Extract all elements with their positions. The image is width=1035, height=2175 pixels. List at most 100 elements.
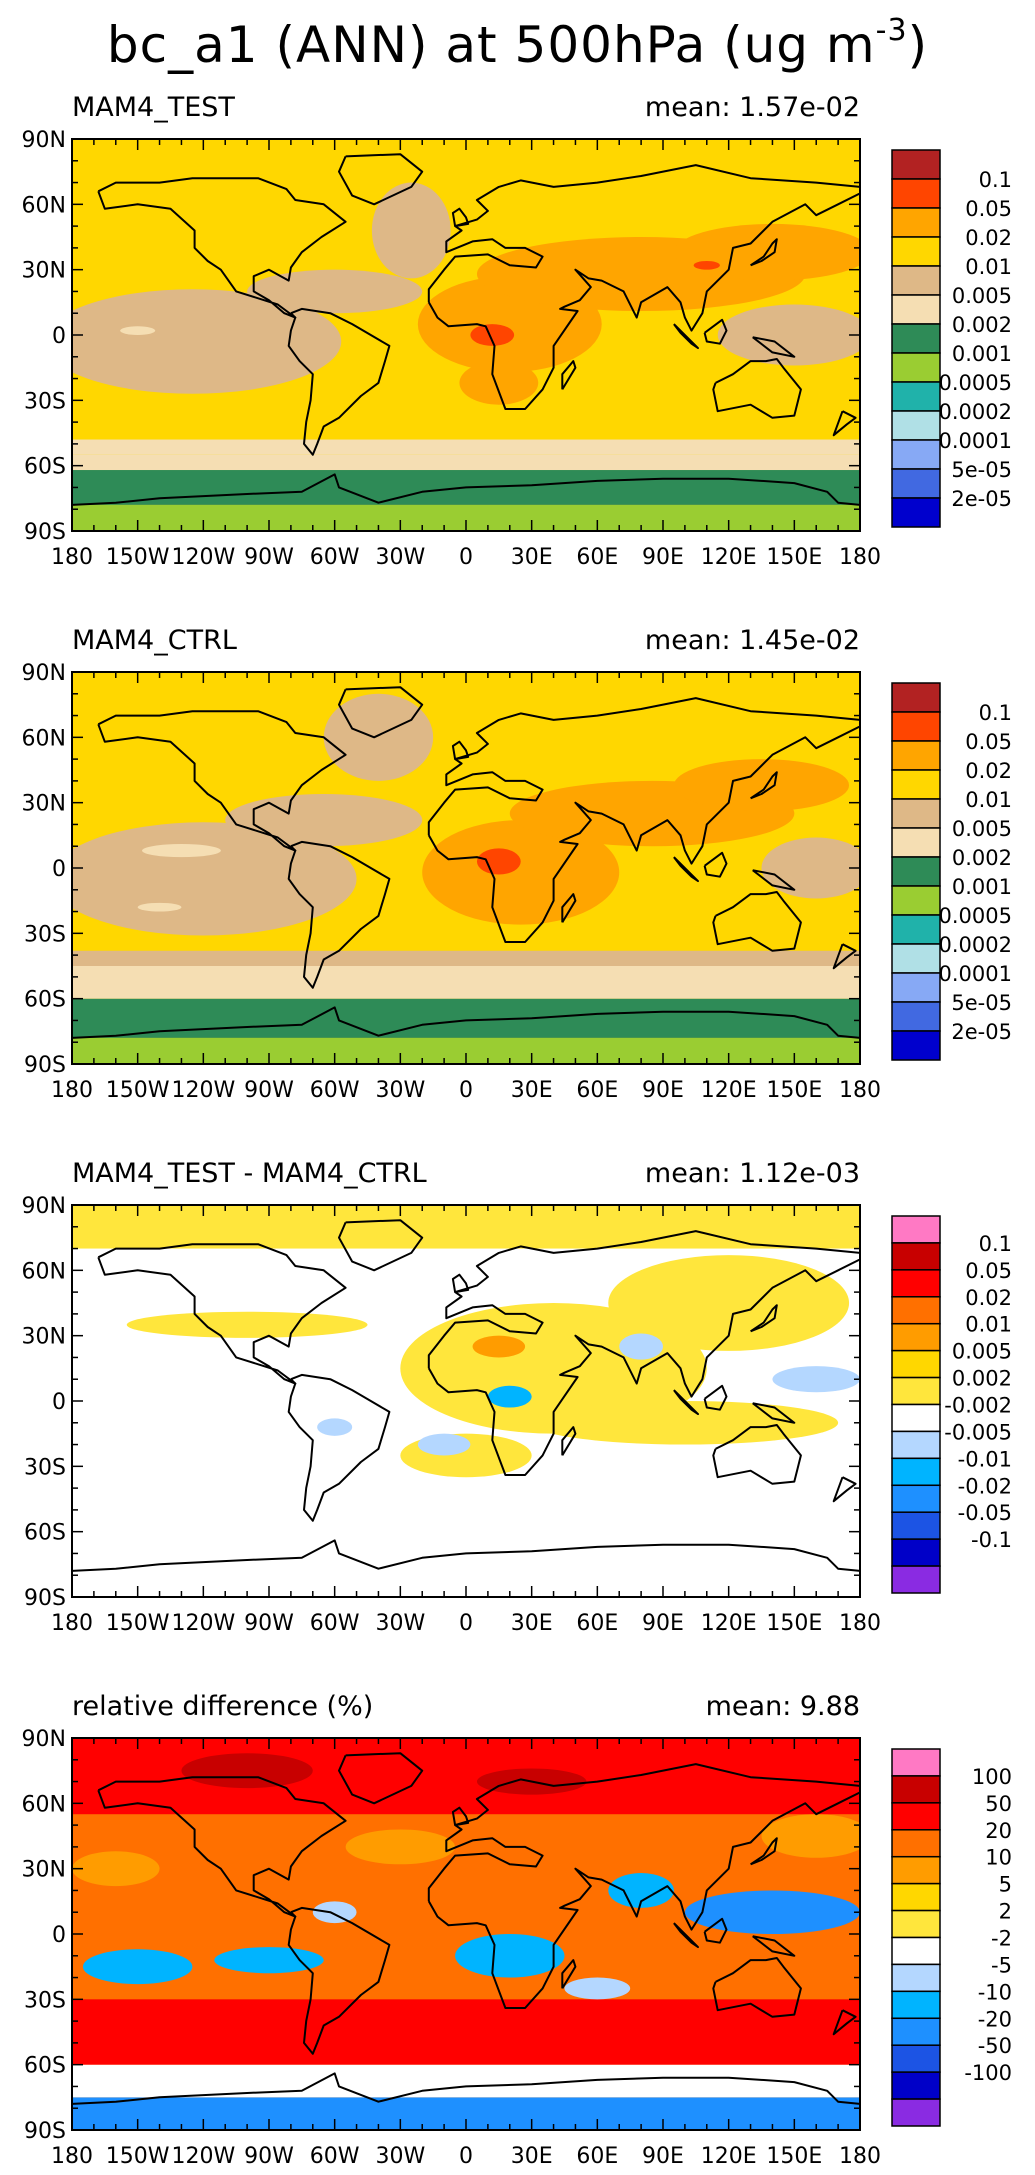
field-contour (214, 1947, 324, 1974)
field-band (72, 998, 860, 1038)
lat-tick-label: 0 (52, 324, 66, 349)
coastline-madagascar (561, 893, 577, 923)
field-contour (531, 1401, 839, 1445)
colorbar: 0.1 0.05 0.02 0.01 0.005 0.002 -0.002-0.005 -0.… (891, 1215, 1012, 1594)
colorbar-swatch (891, 1855, 941, 1885)
colorbar-swatch (891, 1001, 941, 1032)
coastline-antarctica (72, 473, 860, 521)
colorbar-level-label: 0.05 (965, 1259, 1012, 1283)
lon-tick-label: 90E (642, 2144, 684, 2169)
coastline-south-america (287, 1906, 391, 2055)
lat-tick-label: 90N (22, 1194, 66, 1219)
colorbar-level-label: -0.1 (971, 1528, 1012, 1552)
coastline-africa-eurasia (427, 1763, 860, 2009)
field-contour (120, 326, 156, 335)
colorbar-swatch (891, 236, 941, 267)
lon-tick-label: 60E (576, 1611, 618, 1636)
colorbar-swatch (891, 1376, 941, 1406)
axis-ticks (71, 1737, 861, 2131)
lon-tick-label: 0 (459, 1611, 473, 1636)
field-band (72, 2064, 860, 2098)
colorbar-swatch (891, 149, 941, 180)
coastlines (72, 686, 860, 1054)
colorbar-level-label: -0.01 (958, 1447, 1012, 1471)
colorbar-level-label: 0.0005 (939, 904, 1012, 928)
colorbar-level-label: -0.02 (958, 1474, 1012, 1498)
lon-tick-label: 120W (171, 1611, 235, 1636)
coastline-japan (750, 238, 778, 267)
lon-tick-label: 30E (511, 2144, 553, 2169)
colorbar: 0.1 0.05 0.02 0.01 0.005 0.002 0.001 0.0005 0.00… (891, 149, 1012, 528)
colorbar-level-label: -0.002 (944, 1394, 1012, 1418)
field-contour (487, 1385, 532, 1408)
colorbar-level-label: 100 (972, 1765, 1012, 1789)
lon-tick-label: 90W (244, 1078, 294, 1103)
lon-tick-label: 120E (701, 545, 757, 570)
colorbar-level-label: 0.0002 (939, 400, 1012, 424)
coastline-antarctica (72, 1006, 860, 1054)
lat-tick-label: 90S (24, 520, 66, 545)
lat-tick-label: 30N (22, 792, 66, 817)
colorbar-swatch (891, 1484, 941, 1513)
lon-tick-label: 60E (576, 545, 618, 570)
mean-label: mean: 9.88 (706, 1691, 860, 1722)
colorbar-level-label: -2 (991, 1927, 1012, 1951)
lon-tick-label: 90E (642, 1078, 684, 1103)
coastline-borneo (703, 851, 728, 878)
colorbar-swatch (891, 1296, 941, 1325)
coastline-north-america (97, 1243, 347, 1385)
colorbar-swatch (891, 352, 941, 383)
colorbar-swatch (891, 410, 941, 441)
field-contour (181, 1753, 313, 1789)
colorbar-level-label: 5 (999, 1873, 1012, 1897)
lon-tick-label: 120W (171, 2144, 235, 2169)
coastline-madagascar (561, 360, 577, 390)
colorbar-level-label: 0.02 (965, 1286, 1012, 1310)
colorbar-swatch (891, 1936, 941, 1966)
coastline-borneo (703, 1917, 728, 1944)
colorbar-swatch (891, 885, 941, 916)
coastline-uk (451, 1273, 470, 1294)
coastline-sumatra (673, 323, 699, 350)
lat-tick-label: 60N (22, 193, 66, 218)
lon-tick-label: 150E (766, 1611, 822, 1636)
lat-tick-label: 90N (22, 128, 66, 153)
colorbar-level-label: 2e-05 (951, 487, 1012, 511)
colorbar-level-label: 0.005 (952, 1340, 1012, 1364)
lat-tick-label: 30S (24, 922, 66, 947)
coastline-antarctica (72, 1539, 860, 1587)
field-contour (684, 1890, 860, 1934)
coastline-new-guinea (752, 869, 796, 891)
title-close: ) (907, 16, 929, 74)
colorbar: 0.1 0.05 0.02 0.01 0.005 0.002 0.001 0.0005 0.00… (891, 682, 1012, 1061)
colorbar-swatch (891, 1829, 941, 1858)
lat-tick-label: 60S (24, 455, 66, 480)
colorbar-level-label: 20 (985, 1819, 1012, 1843)
lon-tick-label: 90W (244, 545, 294, 570)
panel-title: MAM4_CTRL (72, 625, 237, 656)
colorbar-swatch (891, 207, 941, 238)
lon-tick-label: 150W (106, 545, 170, 570)
coastline-new-guinea (752, 336, 796, 358)
lon-tick-label: 180 (839, 1611, 881, 1636)
lon-tick-label: 60W (310, 545, 360, 570)
colorbar-swatch (891, 2017, 941, 2046)
panel-test-minus-ctrl: MAM4_TEST - MAM4_CTRL mean: 1.12e-03 90N 60… (22, 1158, 1012, 1636)
colorbar-swatch (891, 682, 941, 713)
coastline-north-america (97, 1776, 347, 1918)
colorbar-swatch (891, 1882, 941, 1912)
lon-tick-label: 90E (642, 545, 684, 570)
colorbar-swatch (891, 740, 941, 771)
lon-tick-label: 60E (576, 2144, 618, 2169)
colorbar-level-label: 0.02 (965, 759, 1012, 783)
colorbar-level-label: -20 (978, 2007, 1012, 2031)
colorbar-swatch (891, 972, 941, 1003)
coastline-new-zealand (832, 410, 857, 437)
map-field (72, 1205, 860, 1597)
coastline-africa-eurasia (427, 164, 860, 410)
lat-tick-label: 0 (52, 1923, 66, 1948)
lon-tick-label: 120E (701, 1078, 757, 1103)
lon-tick-label: 30W (375, 1078, 425, 1103)
colorbar-swatch (891, 1963, 941, 1993)
lon-tick-label: 30W (375, 545, 425, 570)
